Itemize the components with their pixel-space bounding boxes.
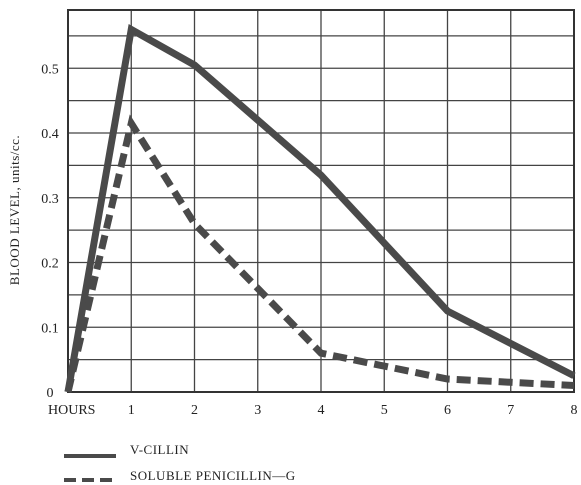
grid (68, 10, 574, 392)
legend-label-v-cillin: V-CILLIN (130, 442, 189, 457)
plot-frame (67, 9, 575, 393)
x-tick-label: 4 (318, 403, 325, 418)
y-axis-label: BLOOD LEVEL, units/cc. (7, 135, 22, 285)
x-tick-label: 6 (444, 403, 451, 418)
y-tick-label: 0.2 (41, 257, 59, 272)
x-tick-label: 8 (571, 403, 578, 418)
series-line-v-cillin (64, 23, 576, 393)
y-tick-label: 0.3 (41, 192, 59, 207)
x-tick-label: 3 (254, 403, 261, 418)
x-tick-label: 5 (381, 403, 388, 418)
y-tick-label: 0.5 (41, 62, 59, 77)
x-axis-ticks: 1 2 3 4 5 6 7 8 (128, 403, 578, 418)
x-tick-label: 1 (128, 403, 135, 418)
y-tick-label: 0 (47, 386, 54, 401)
series-layer (64, 23, 576, 393)
y-tick-label: 0.1 (41, 321, 59, 336)
legend: V-CILLIN SOLUBLE PENICILLIN—G (64, 442, 296, 483)
legend-label-soluble-penicillin-g: SOLUBLE PENICILLIN—G (130, 468, 296, 483)
x-tick-label: 7 (507, 403, 514, 418)
x-tick-label: 2 (191, 403, 198, 418)
series-line-soluble-penicillin-g (64, 114, 575, 393)
y-tick-label: 0.4 (41, 127, 59, 142)
y-axis-ticks: 0 0.1 0.2 0.3 0.4 0.5 (41, 62, 59, 401)
x-axis-label: HOURS (48, 403, 95, 418)
